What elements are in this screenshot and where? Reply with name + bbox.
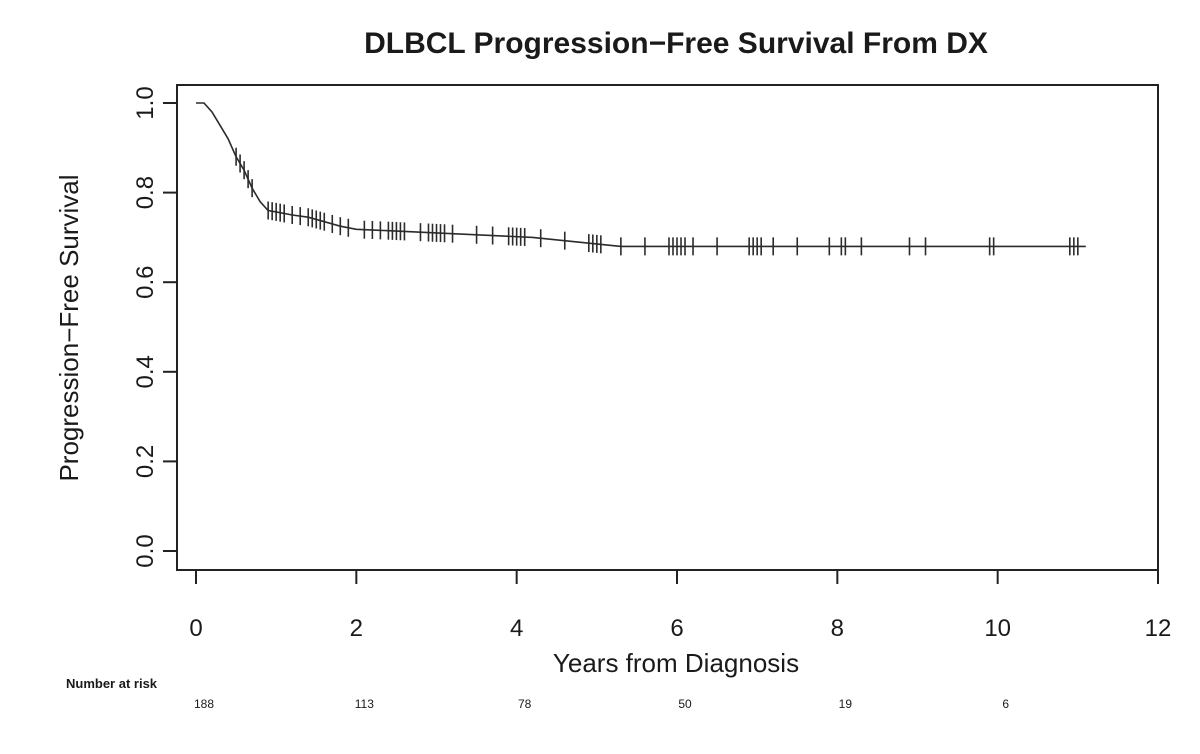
risk-table: 188 113 78 50 19 6 bbox=[194, 697, 1009, 711]
x-tick-label: 6 bbox=[670, 615, 683, 642]
y-tick-label: 0.6 bbox=[132, 266, 159, 299]
number-at-risk-label: Number at risk bbox=[66, 676, 158, 691]
x-tick-label: 10 bbox=[984, 615, 1011, 642]
y-tick-label: 0.8 bbox=[132, 176, 159, 209]
x-tick-label: 4 bbox=[510, 615, 523, 642]
chart-title: DLBCL Progression−Free Survival From DX bbox=[364, 27, 988, 60]
risk-value: 50 bbox=[678, 697, 692, 711]
censor-marks bbox=[235, 147, 1079, 256]
plot-frame bbox=[176, 84, 1159, 571]
y-tick-label: 1.0 bbox=[132, 86, 159, 119]
y-tick-label: 0.2 bbox=[132, 445, 159, 478]
risk-value: 113 bbox=[355, 697, 374, 711]
x-axis: 0 2 4 6 8 10 12 bbox=[189, 569, 1172, 642]
y-tick-label: 0.4 bbox=[132, 355, 159, 388]
y-tick-label: 0.0 bbox=[132, 534, 159, 567]
y-axis-label: Progression−Free Survival bbox=[54, 174, 84, 481]
x-tick-label: 2 bbox=[350, 615, 363, 642]
x-tick-label: 0 bbox=[189, 615, 202, 642]
x-axis-label: Years from Diagnosis bbox=[553, 648, 799, 678]
risk-value: 78 bbox=[518, 697, 532, 711]
x-tick-label: 12 bbox=[1145, 615, 1172, 642]
risk-value: 19 bbox=[839, 697, 853, 711]
risk-value: 188 bbox=[194, 697, 214, 711]
y-axis: 0.0 0.2 0.4 0.6 0.8 1.0 bbox=[132, 86, 178, 568]
risk-value: 6 bbox=[1002, 697, 1009, 711]
survival-curve-line bbox=[196, 102, 1086, 248]
x-tick-label: 8 bbox=[831, 615, 844, 642]
